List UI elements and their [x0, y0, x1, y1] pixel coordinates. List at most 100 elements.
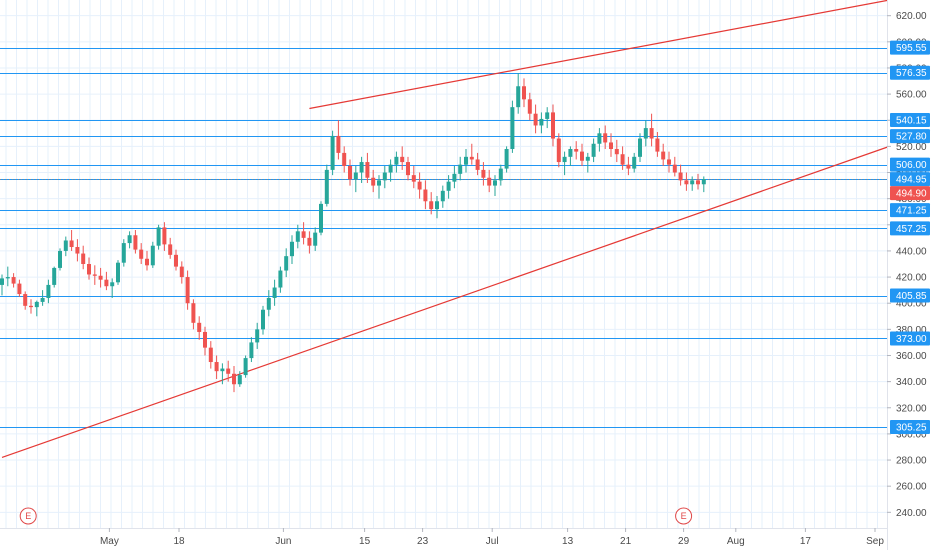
candle-body	[690, 180, 695, 185]
candle-body	[498, 168, 503, 181]
candle-body	[661, 151, 666, 160]
time-tick-label: Jun	[275, 536, 291, 547]
horizontal-levels	[0, 48, 887, 428]
level-tag	[890, 420, 930, 435]
candle-body	[17, 283, 22, 295]
candle-body	[377, 180, 381, 186]
candle-body	[562, 156, 567, 163]
candle-body	[87, 264, 91, 275]
level-tag	[890, 65, 930, 80]
candle-body	[243, 358, 248, 376]
earnings-marker	[675, 507, 693, 525]
candle-body	[493, 180, 497, 186]
price-tick-label: 300.00	[896, 429, 927, 440]
candle-body	[382, 172, 387, 181]
level-tag-label: 305.25	[896, 423, 927, 434]
level-tag	[890, 203, 930, 218]
price-tick-label: 360.00	[896, 351, 927, 362]
candle-body	[92, 274, 97, 276]
price-tick-label: 420.00	[896, 273, 927, 284]
candle-body	[649, 128, 654, 139]
candle-body	[481, 169, 486, 178]
candle-body	[527, 99, 532, 114]
candle-body	[446, 181, 451, 191]
price-tick-label: 320.00	[896, 403, 927, 414]
candle-body	[185, 277, 190, 304]
earnings-marker-label: E	[681, 511, 687, 521]
candle-body	[411, 175, 416, 182]
candle-body	[58, 250, 62, 268]
candle-body	[603, 133, 608, 143]
candle-body	[255, 329, 260, 343]
candle-body	[353, 172, 358, 180]
candle-body	[394, 156, 399, 165]
time-tick-label: 15	[359, 536, 371, 547]
candle-body	[203, 331, 207, 348]
candle-body	[678, 172, 683, 181]
earnings-marker	[19, 507, 37, 525]
candle-body	[98, 275, 103, 280]
level-tags: 595.55 576.35 540.15 527.80 506.00 494.95 471.…	[890, 40, 930, 435]
candle-body	[614, 148, 619, 155]
level-tag	[890, 129, 930, 144]
candle-body	[261, 309, 265, 330]
price-tick-label: 380.00	[896, 325, 927, 336]
level-tag-label: 527.80	[896, 132, 927, 143]
candle-body	[464, 156, 468, 165]
candle-body	[539, 118, 544, 126]
price-tick-label: 260.00	[896, 482, 927, 493]
candle-body	[643, 128, 648, 139]
price-tick-label: 400.00	[896, 299, 927, 310]
candle-body	[127, 235, 132, 244]
candle-body	[597, 133, 602, 144]
candle-body	[249, 342, 254, 359]
candle-body	[301, 231, 306, 238]
candle-body	[139, 249, 144, 259]
candle-body	[510, 107, 515, 149]
level-tag-label: 576.35	[896, 68, 927, 79]
candle-body	[69, 240, 74, 248]
time-tick-label: Sep	[866, 536, 884, 547]
candle-body	[342, 152, 347, 166]
candle-body	[174, 254, 178, 267]
candle-body	[284, 256, 289, 271]
candle-body	[104, 279, 109, 287]
candle-body	[313, 232, 318, 246]
candle-body	[684, 180, 689, 185]
time-tick-label: 13	[562, 536, 574, 547]
time-tick-label: May	[100, 536, 119, 547]
candle-body	[574, 148, 579, 152]
level-tag-label: 373.00	[896, 334, 927, 345]
candle-body	[545, 112, 550, 119]
candle-body	[609, 142, 613, 149]
time-tick-label: 23	[417, 536, 429, 547]
candle-body	[208, 347, 213, 363]
candle-body	[307, 237, 312, 246]
candle-body	[278, 270, 283, 288]
candle-body	[52, 267, 57, 285]
candle-body	[487, 177, 492, 186]
last-price-tag	[890, 186, 930, 201]
candle-body	[145, 258, 149, 266]
price-tick-label: 560.00	[896, 90, 927, 101]
candle-body	[359, 162, 364, 173]
candle-body	[701, 179, 706, 185]
candle-body	[179, 266, 184, 278]
candle-body	[435, 201, 439, 210]
price-tick-label: 240.00	[896, 508, 927, 519]
level-tag	[890, 331, 930, 346]
candle-body	[516, 86, 521, 108]
price-axis: 620.00600.00580.00560.00540.00520.00500.…	[887, 0, 932, 550]
candle-body	[638, 138, 642, 157]
candle-body	[423, 189, 428, 202]
candle-body	[121, 243, 126, 263]
candle-body	[336, 135, 341, 153]
candle-body	[585, 156, 590, 161]
price-tick-label: 520.00	[896, 142, 927, 153]
candle-body	[365, 162, 370, 178]
candle-body	[458, 164, 463, 174]
trendline	[309, 0, 890, 110]
time-tick-label: 18	[173, 536, 185, 547]
candle-body	[400, 156, 405, 163]
